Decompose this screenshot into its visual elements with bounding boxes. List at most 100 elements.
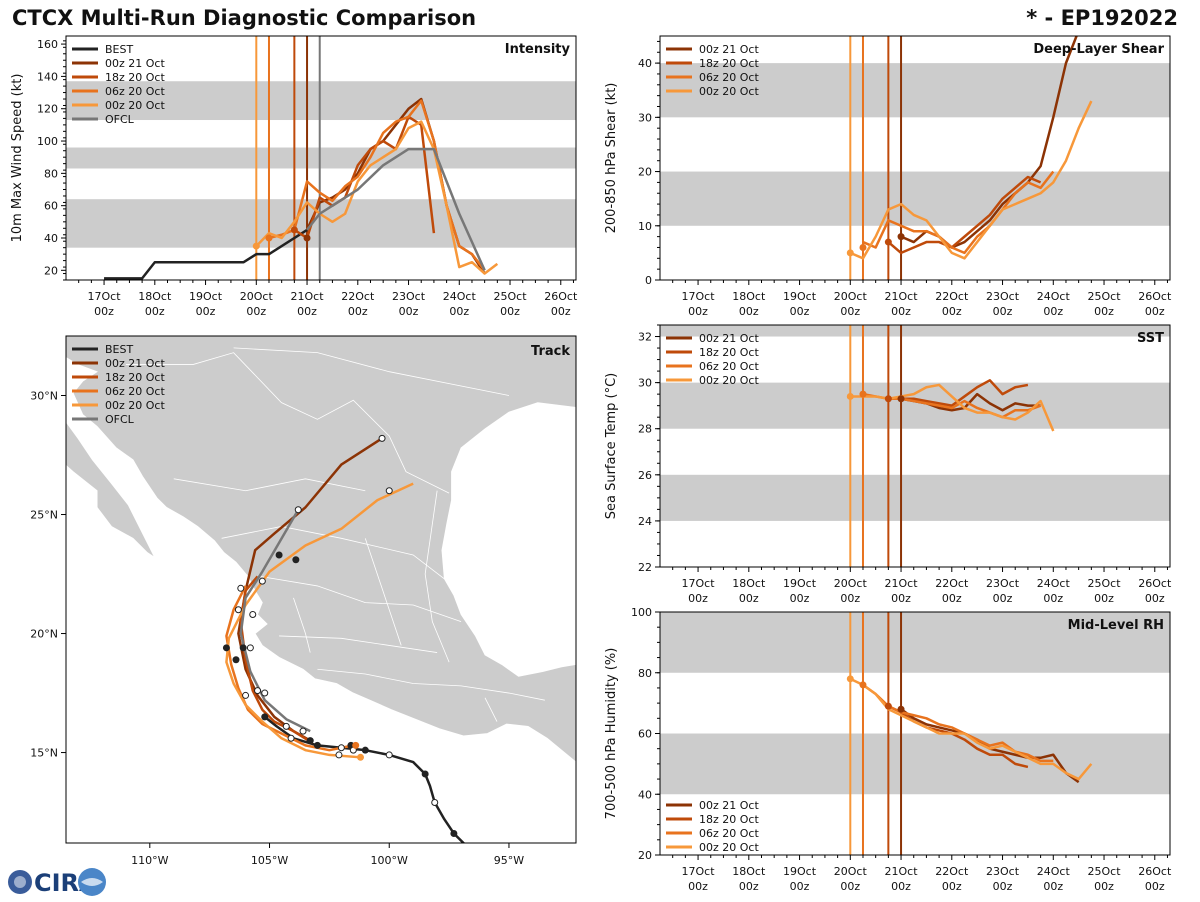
shade-band — [660, 325, 1170, 337]
x-tick-hour: 00z — [891, 880, 911, 893]
y-tick-label: 60 — [638, 728, 652, 741]
legend-label: 18z 20 Oct — [105, 371, 165, 384]
track-marker-open — [261, 689, 269, 697]
shade-band — [660, 612, 1170, 673]
x-tick-day: 20Oct — [834, 865, 868, 878]
baja-california — [66, 421, 162, 563]
legend-label: 18z 20 Oct — [699, 346, 759, 359]
x-tick-hour: 00z — [1145, 305, 1165, 318]
y-tick-label: 80 — [44, 167, 58, 180]
y-tick-label: 30°N — [30, 390, 58, 403]
y-tick-label: 120 — [37, 103, 58, 116]
x-tick-hour: 00z — [688, 305, 708, 318]
x-tick-day: 22Oct — [935, 865, 969, 878]
y-tick-label: 100 — [37, 135, 58, 148]
track-frame — [65, 335, 577, 844]
legend-label: 00z 20 Oct — [699, 841, 759, 854]
legend-label: 18z 20 Oct — [699, 57, 759, 70]
shade-band — [66, 81, 576, 121]
shade-band — [660, 733, 1170, 795]
legend-label: 06z 20 Oct — [699, 827, 759, 840]
series-line — [306, 147, 486, 271]
x-tick-hour: 00z — [993, 592, 1013, 605]
track-marker-filled — [306, 737, 314, 745]
x-tick-hour: 00z — [739, 305, 759, 318]
x-tick-day: 24Oct — [443, 290, 477, 303]
state-border — [221, 526, 445, 580]
series-line — [104, 228, 308, 280]
x-tick-hour: 00z — [790, 592, 810, 605]
init-marker — [352, 741, 360, 749]
x-tick-day: 18Oct — [732, 865, 766, 878]
track-marker-open — [237, 584, 245, 592]
track-marker-open — [299, 727, 307, 735]
x-tick-hour: 00z — [688, 880, 708, 893]
x-tick-day: 26Oct — [1138, 290, 1172, 303]
x-tick-hour: 00z — [1043, 880, 1063, 893]
x-tick-hour: 00z — [790, 880, 810, 893]
track-line — [225, 585, 354, 752]
x-tick-hour: 00z — [739, 592, 759, 605]
series-line — [862, 683, 1054, 763]
y-tick-label: 32 — [638, 331, 652, 344]
init-marker — [897, 395, 905, 403]
track-marker-open — [335, 751, 343, 759]
x-tick-hour: 00z — [1043, 305, 1063, 318]
init-marker — [859, 681, 867, 689]
y-tick-label: 40 — [638, 788, 652, 801]
x-tick-day: 21Oct — [885, 577, 919, 590]
x-tick-day: 24Oct — [1037, 577, 1071, 590]
x-tick-day: 24Oct — [1037, 290, 1071, 303]
y-tick-label: 20°N — [30, 628, 58, 641]
track-marker-filled — [313, 741, 321, 749]
x-tick-hour: 00z — [551, 305, 571, 318]
panel-title: Deep-Layer Shear — [1033, 42, 1164, 57]
x-tick-hour: 00z — [790, 305, 810, 318]
track-marker-open — [287, 734, 295, 742]
track-marker-open — [234, 606, 242, 614]
cira-logo: CIRA — [4, 866, 108, 898]
track-marker-filled — [275, 551, 283, 559]
x-tick-day: 21Oct — [885, 865, 919, 878]
track-marker-filled — [232, 656, 240, 664]
legend-label: 18z 20 Oct — [699, 813, 759, 826]
track-marker-filled — [421, 770, 429, 778]
init-marker — [859, 390, 867, 398]
init-marker — [265, 234, 273, 242]
x-tick-day: 18Oct — [732, 577, 766, 590]
init-marker — [846, 249, 854, 257]
x-tick-day: 25Oct — [1088, 290, 1122, 303]
sst-plot-area — [660, 325, 1170, 567]
y-tick-label: 24 — [638, 515, 652, 528]
shade-band — [660, 382, 1170, 429]
y-tick-label: 26 — [638, 469, 652, 482]
panel-title: Track — [531, 344, 570, 359]
legend-label: 00z 21 Oct — [699, 332, 759, 345]
x-tick-hour: 00z — [739, 880, 759, 893]
track-marker-filled — [261, 713, 269, 721]
x-tick-day: 20Oct — [240, 290, 274, 303]
series-line — [255, 120, 499, 275]
x-tick-hour: 00z — [993, 880, 1013, 893]
init-marker — [846, 675, 854, 683]
shear-panel: 0 10 20 30 40 17Oct 00z 18Oct 00z 19Oct 00z 20Oct 00… — [604, 35, 1172, 318]
x-tick-day: 23Oct — [392, 290, 426, 303]
track-marker-open — [294, 506, 302, 514]
x-tick-hour: 00z — [297, 305, 317, 318]
y-tick-label: 10 — [638, 220, 652, 233]
legend-label: OFCL — [105, 113, 135, 126]
x-tick-hour: 00z — [449, 305, 469, 318]
chart-title: CTCX Multi-Run Diagnostic Comparison — [12, 6, 477, 30]
init-marker — [884, 238, 892, 246]
state-border — [484, 697, 498, 722]
shade-band — [66, 147, 576, 169]
track-marker-open — [385, 751, 393, 759]
init-marker — [884, 395, 892, 403]
y-tick-label: 40 — [638, 57, 652, 70]
x-tick-hour: 00z — [840, 305, 860, 318]
x-tick-hour: 00z — [891, 592, 911, 605]
track-line — [225, 482, 414, 759]
